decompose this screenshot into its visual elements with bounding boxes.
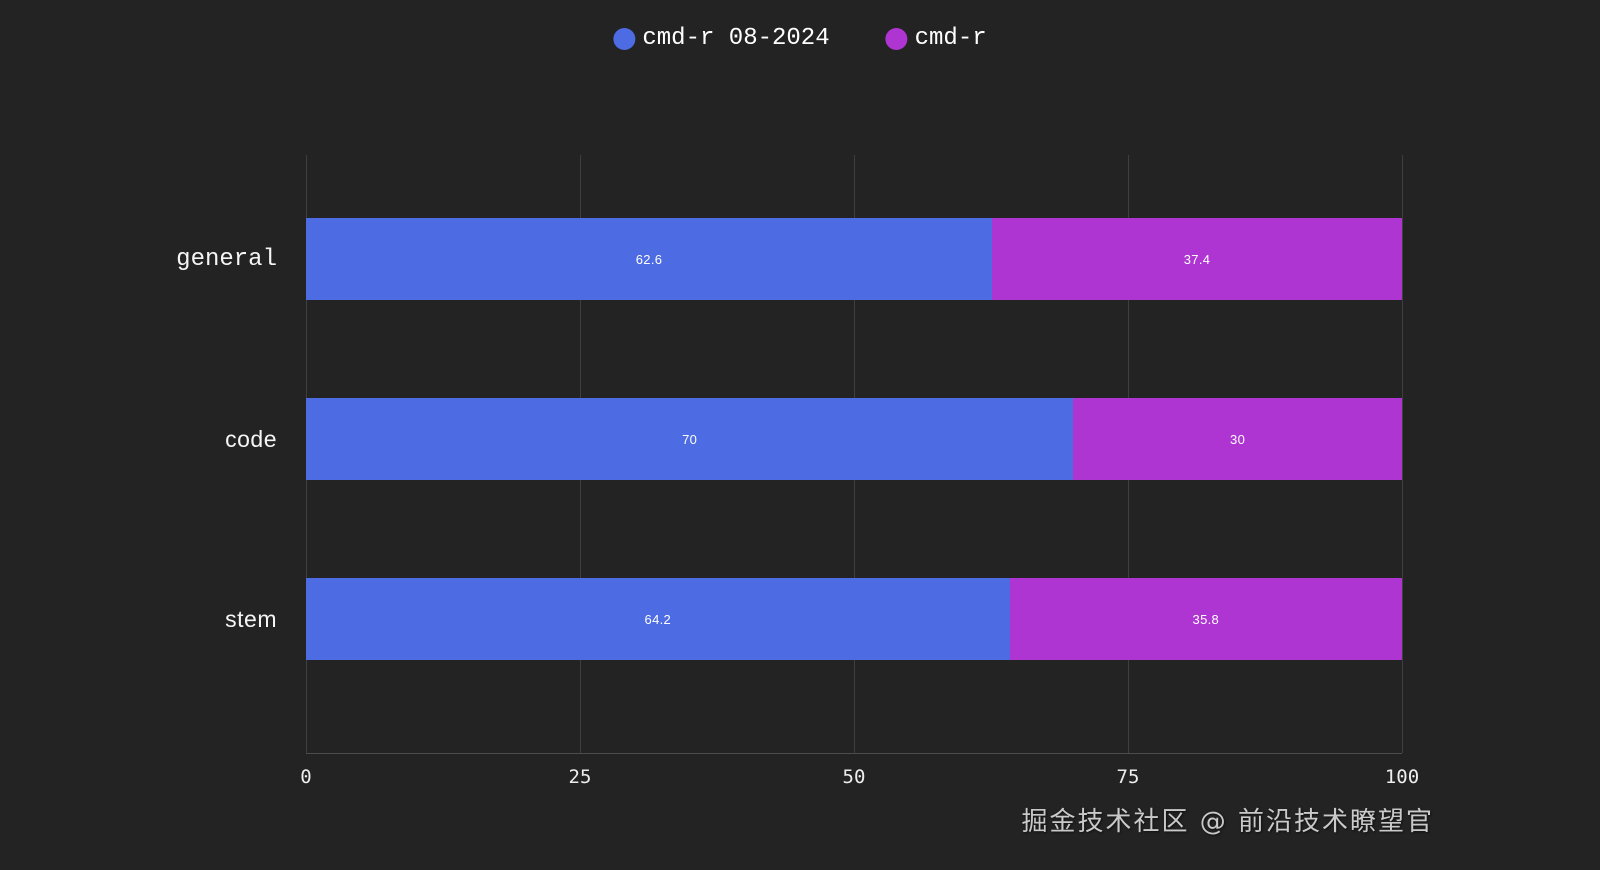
legend: cmd-r 08-2024 cmd-r bbox=[613, 25, 987, 52]
category-label: stem bbox=[225, 605, 277, 632]
bar-value-label: 37.4 bbox=[1183, 251, 1211, 267]
legend-dot-icon bbox=[613, 27, 636, 50]
bar-value-label: 64.2 bbox=[644, 611, 672, 627]
watermark: 掘金技术社区 @ 前沿技术瞭望官 bbox=[1021, 807, 1434, 837]
bar-row: 64.2 35.8 bbox=[306, 578, 1402, 660]
x-axis-tick-label: 75 bbox=[1116, 766, 1140, 788]
legend-item: cmd-r 08-2024 bbox=[613, 25, 830, 52]
bar-value-label: 70 bbox=[682, 431, 698, 447]
bar-segment: 37.4 bbox=[992, 218, 1402, 300]
bar-segment: 62.6 bbox=[306, 218, 993, 300]
plot-area: 62.6 37.4 70 30 64.2 35.8 0 25 50 75 100 bbox=[300, 155, 1419, 788]
bar-row: 70 30 bbox=[306, 398, 1402, 480]
category-label: code bbox=[225, 425, 277, 452]
x-axis-tick-label: 100 bbox=[1384, 766, 1420, 788]
bar-segment: 70 bbox=[306, 398, 1074, 480]
bar-value-label: 30 bbox=[1230, 431, 1246, 447]
bar-segment: 64.2 bbox=[306, 578, 1010, 660]
x-axis-tick-label: 25 bbox=[568, 766, 592, 788]
bar-value-label: 35.8 bbox=[1192, 611, 1220, 627]
bar-row: 62.6 37.4 bbox=[306, 218, 1402, 300]
gridline bbox=[1402, 155, 1403, 753]
x-axis-tick-label: 0 bbox=[300, 766, 312, 788]
bar-value-label: 62.6 bbox=[635, 251, 663, 267]
bar-segment: 30 bbox=[1073, 398, 1402, 480]
x-axis-tick-label: 50 bbox=[842, 766, 866, 788]
category-label: general bbox=[176, 245, 277, 273]
bar-segment: 35.8 bbox=[1009, 578, 1402, 660]
legend-label: cmd-r 08-2024 bbox=[642, 25, 830, 52]
legend-label: cmd-r bbox=[914, 25, 987, 52]
legend-dot-icon bbox=[885, 27, 908, 50]
legend-item: cmd-r bbox=[885, 25, 987, 52]
